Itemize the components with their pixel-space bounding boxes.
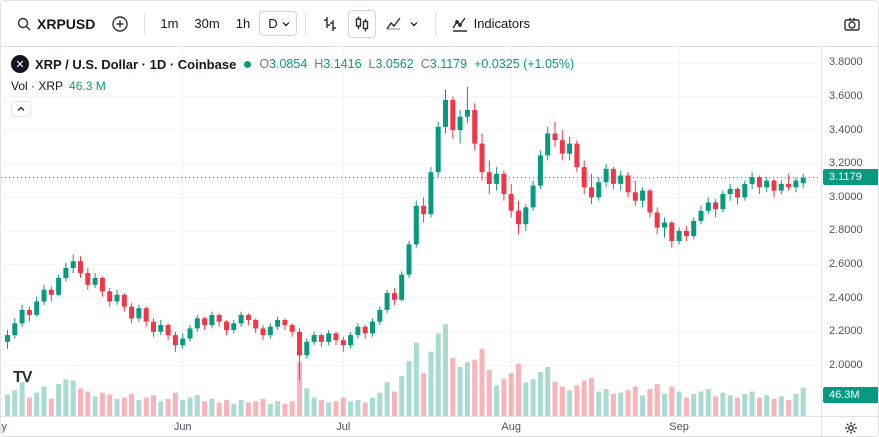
- add-circle-icon: [112, 15, 129, 32]
- candlestick-series: [5, 86, 806, 381]
- indicators-label: Indicators: [473, 16, 530, 31]
- price-tick-label: 3.4000: [829, 123, 863, 136]
- change-value: +0.0325 (+1.05%): [474, 57, 575, 71]
- time-axis-label: Aug: [501, 421, 521, 433]
- candles-style-button[interactable]: [347, 9, 376, 38]
- legend-volume-row: Vol · XRP 46.3 M: [11, 79, 574, 93]
- open-value: 3.0854: [269, 57, 308, 71]
- candles-style-icon: [355, 16, 368, 31]
- chevron-down-icon: [410, 21, 418, 26]
- open-label: O: [259, 57, 270, 71]
- collapse-legend-button[interactable]: [11, 101, 31, 117]
- last-price-badge: 3.1179: [823, 168, 878, 185]
- interval-1m-button[interactable]: 1m: [153, 11, 185, 36]
- pair-title: XRP / U.S. Dollar · 1D · Coinbase: [35, 56, 237, 72]
- ohlc-values: O3.0854 H3.1416 L3.0562 C3.1179 +0.0325 …: [259, 57, 574, 71]
- time-axis-settings[interactable]: [821, 416, 878, 436]
- time-axis-label: Jun: [173, 421, 192, 433]
- price-tick-label: 2.2000: [829, 325, 863, 338]
- price-tick-label: 2.8000: [829, 224, 863, 237]
- symbol-name: XRPUSD: [37, 15, 96, 32]
- chevron-up-icon: [17, 106, 25, 111]
- low-label: L: [368, 57, 376, 71]
- price-tick-label: 3.0000: [829, 190, 863, 203]
- close-value: 3.1179: [429, 57, 468, 71]
- price-tick-label: 2.0000: [829, 358, 863, 371]
- high-value: 3.1416: [323, 57, 362, 71]
- tradingview-logo[interactable]: TV: [13, 369, 32, 386]
- chart-area: 3.1179 46.3M 3.8000 3.6000 3.4000 3.2000 3.0…: [1, 47, 878, 436]
- market-status-icon: [244, 60, 252, 68]
- close-label: C: [420, 57, 430, 71]
- volume-label: Vol · XRP: [11, 79, 64, 93]
- toolbar-separator: [144, 12, 146, 35]
- time-axis-label: Sep: [669, 421, 689, 433]
- bars-style-icon: [323, 16, 336, 31]
- legend-main-row: ✕ XRP / U.S. Dollar · 1D · Coinbase O3.0…: [11, 55, 574, 73]
- volume-badge: 46.3M: [823, 387, 878, 403]
- toolbar-separator: [304, 12, 306, 35]
- low-value: 3.0562: [375, 57, 414, 71]
- price-axis[interactable]: 3.1179 46.3M 3.8000 3.6000 3.4000 3.2000 3.0…: [821, 47, 878, 416]
- interval-30m-button[interactable]: 30m: [187, 11, 226, 36]
- volume-series: [5, 324, 806, 416]
- indicators-icon: [451, 17, 467, 32]
- price-tick-label: 3.6000: [829, 90, 863, 103]
- bars-style-button[interactable]: [314, 10, 346, 38]
- price-tick-label: 3.8000: [829, 56, 863, 69]
- price-tick-label: 3.2000: [829, 157, 863, 170]
- chart-legend: ✕ XRP / U.S. Dollar · 1D · Coinbase O3.0…: [11, 55, 574, 117]
- interval-1d-button[interactable]: D: [259, 11, 297, 36]
- time-axis-label: May: [1, 421, 7, 433]
- indicators-button[interactable]: Indicators: [444, 10, 537, 38]
- high-label: H: [314, 57, 324, 71]
- symbol-search-button[interactable]: XRPUSD: [9, 11, 102, 37]
- screenshot-button[interactable]: [836, 10, 868, 38]
- top-toolbar: XRPUSD 1m 30m 1h D: [1, 1, 878, 47]
- volume-value: 46.3 M: [69, 79, 106, 93]
- gear-icon: [845, 421, 857, 434]
- chart-canvas[interactable]: [1, 47, 821, 416]
- chevron-down-icon: [282, 21, 290, 26]
- add-symbol-button[interactable]: [104, 10, 136, 38]
- area-style-button[interactable]: [378, 10, 427, 38]
- time-axis-label: Jul: [336, 421, 351, 433]
- time-axis[interactable]: May Jun Jul Aug Sep: [1, 416, 821, 436]
- price-tick-label: 2.4000: [829, 291, 863, 304]
- interval-1d-label: D: [268, 16, 278, 31]
- search-icon: [17, 17, 31, 30]
- area-style-icon: [385, 17, 401, 30]
- camera-icon: [844, 17, 860, 31]
- xrp-logo-icon: ✕: [11, 55, 29, 73]
- toolbar-separator: [434, 12, 436, 35]
- price-tick-label: 2.6000: [829, 258, 863, 271]
- interval-1h-button[interactable]: 1h: [229, 11, 257, 36]
